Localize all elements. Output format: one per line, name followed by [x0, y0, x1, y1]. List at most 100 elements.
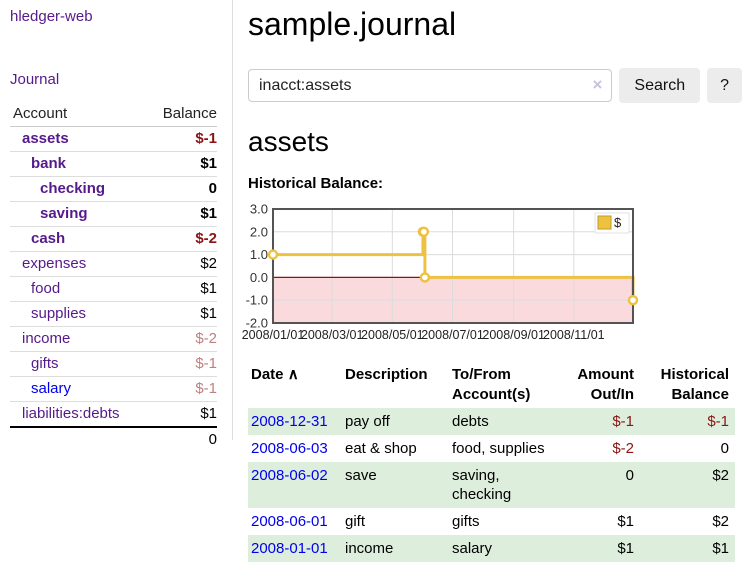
x-axis-tick-label: 2008/09/01 [482, 328, 545, 342]
account-balance: $2 [200, 255, 217, 272]
accounts-total-row: 0 [10, 426, 217, 452]
account-link[interactable]: income [22, 330, 71, 347]
account-link[interactable]: cash [31, 230, 66, 247]
account-row: checking 0 [10, 177, 217, 202]
account-row: cash $-2 [10, 227, 217, 252]
transaction-date-link[interactable]: 2008-06-03 [251, 440, 328, 457]
transaction-amount: $1 [617, 513, 634, 530]
register-row: 2008-06-03 eat & shop food, supplies $-2 0 [248, 435, 735, 462]
account-row: gifts $-1 [10, 352, 217, 377]
transaction-date-link[interactable]: 2008-12-31 [251, 413, 328, 430]
transaction-description: save [345, 467, 377, 484]
sort-ascending-icon: ∧ [287, 366, 299, 383]
brand-link[interactable]: hledger-web [10, 8, 93, 25]
account-row: liabilities:debts $1 [10, 402, 217, 426]
account-balance: $-2 [195, 330, 217, 347]
y-axis-tick-label: 0.0 [250, 270, 268, 285]
account-balance: $1 [200, 305, 217, 322]
account-row: expenses $2 [10, 252, 217, 277]
account-row: salary $-1 [10, 377, 217, 402]
x-axis-tick-label: 2008/07/01 [421, 328, 484, 342]
transaction-amount: $-1 [612, 413, 634, 430]
journal-link[interactable]: Journal [10, 71, 60, 88]
date-column-header[interactable]: Date ∧ [248, 362, 345, 408]
account-balance: $1 [200, 155, 217, 172]
account-balance: $-2 [195, 230, 217, 247]
data-point-marker [418, 226, 430, 237]
account-row: assets $-1 [10, 127, 217, 152]
balance-column-header: Balance [162, 105, 217, 122]
y-axis-tick-label: 2.0 [250, 224, 268, 239]
transaction-description: eat & shop [345, 440, 417, 457]
data-point-marker [419, 272, 431, 283]
account-link[interactable]: salary [31, 380, 72, 397]
account-row: income $-2 [10, 327, 217, 352]
account-link[interactable]: food [31, 280, 61, 297]
search-input[interactable] [248, 69, 613, 102]
account-row: supplies $1 [10, 302, 217, 327]
description-column-header: Description [345, 366, 428, 383]
account-row: bank $1 [10, 152, 217, 177]
transaction-description: gift [345, 513, 366, 530]
account-balance: $1 [200, 205, 217, 222]
register-row: 2008-12-31 pay off debts $-1 $-1 [248, 408, 735, 435]
transaction-balance: $1 [712, 540, 729, 557]
historical-balance-chart: $3.0 2.0 1.0 0.0 -1.0 -2.0 2008/01/01 2008/03/0… [242, 201, 688, 344]
transaction-accounts: gifts [452, 513, 480, 530]
transaction-amount: $1 [617, 540, 634, 557]
plot-border [272, 208, 634, 324]
register-header-row: Date ∧ Description To/From Account(s) Am… [248, 362, 735, 408]
data-point-marker [267, 249, 279, 260]
legend-label: $ [614, 215, 622, 230]
transaction-description: income [345, 540, 394, 557]
app-brand: hledger-web [10, 8, 224, 25]
account-link[interactable]: liabilities:debts [22, 405, 120, 422]
transaction-description: pay off [345, 413, 390, 430]
account-link[interactable]: checking [40, 180, 106, 197]
y-axis-tick-label: -2.0 [246, 316, 268, 331]
transaction-balance: $2 [712, 513, 729, 530]
transaction-date-link[interactable]: 2008-06-02 [251, 467, 328, 484]
account-link[interactable]: bank [31, 155, 67, 172]
transaction-amount: 0 [625, 467, 634, 484]
search-wrap: × [248, 69, 613, 102]
amount-column-header: Amount Out/In [577, 366, 634, 403]
y-axis-tick-label: 1.0 [250, 247, 268, 262]
transaction-amount: $-2 [612, 440, 634, 457]
account-balance: $1 [200, 405, 217, 422]
x-axis-tick-label: 2008/01/01 [242, 328, 305, 342]
accounts-column-header: To/From Account(s) [452, 366, 531, 403]
accounts-table-header: Account Balance [10, 102, 217, 127]
accounts-rows: assets $-1 bank $1 checking 0 saving $1 cash $-2 e… [10, 127, 217, 426]
account-column-header: Account [13, 105, 68, 122]
x-axis-tick-label: 2008/05/01 [361, 328, 424, 342]
total-balance: 0 [208, 431, 217, 448]
balance-column-header: Historical Balance [660, 366, 729, 403]
account-link[interactable]: gifts [31, 355, 59, 372]
account-link[interactable]: supplies [31, 305, 87, 322]
x-axis-tick-label: 2008/03/01 [301, 328, 364, 342]
register-row: 2008-01-01 income salary $1 $1 [248, 535, 735, 562]
transaction-accounts: food, supplies [452, 440, 545, 457]
data-point-marker [627, 294, 639, 306]
transaction-date-link[interactable]: 2008-06-01 [251, 513, 328, 530]
y-axis-tick-label: -1.0 [246, 293, 268, 308]
account-link[interactable]: expenses [22, 255, 87, 272]
y-axis-tick-label: 3.0 [250, 202, 268, 217]
transaction-date-link[interactable]: 2008-01-01 [251, 540, 328, 557]
transaction-balance: $-1 [707, 413, 729, 430]
account-link[interactable]: assets [22, 130, 69, 147]
clear-search-icon[interactable]: × [592, 75, 603, 94]
search-button[interactable]: Search [619, 68, 701, 103]
register-row: 2008-06-02 save saving, checking 0 $2 [248, 462, 735, 508]
account-balance: $-1 [195, 380, 217, 397]
chart-heading: Historical Balance: [248, 175, 384, 192]
help-button[interactable]: ? [707, 68, 742, 103]
transaction-balance: $2 [712, 467, 729, 484]
register-row: 2008-06-01 gift gifts $1 $2 [248, 508, 735, 535]
account-link[interactable]: saving [40, 205, 88, 222]
transaction-accounts: saving, checking [452, 467, 512, 503]
date-header-label: Date [251, 366, 284, 383]
account-row: saving $1 [10, 202, 217, 227]
transaction-balance: 0 [720, 440, 729, 457]
